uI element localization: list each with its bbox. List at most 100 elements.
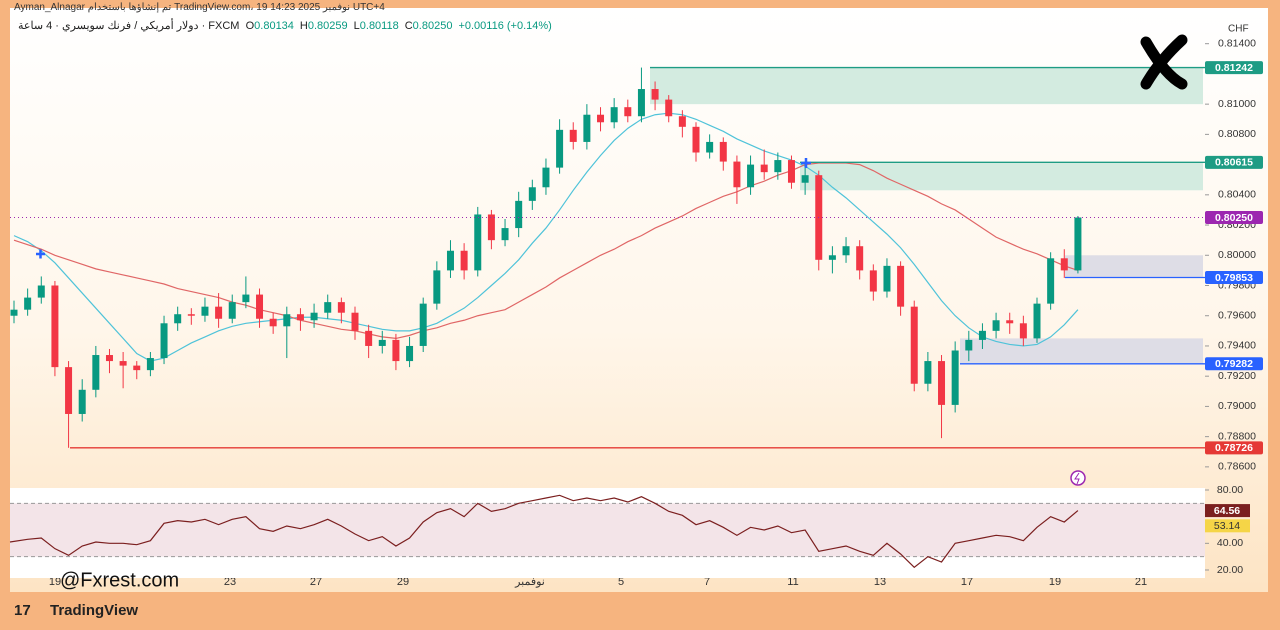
x-tick-label: 7 [704, 576, 710, 588]
rsi-line [9, 494, 1079, 569]
candle-body [569, 129, 577, 142]
created: تم إنشاؤها باستخدام TradingView.com، 19 … [87, 2, 385, 13]
x-tick-label: 11 [787, 576, 798, 588]
symbol: دولار أمريكي / فرنك سويسري · 4 ساعة · FX… [18, 20, 240, 32]
candle-body [774, 160, 782, 173]
x-tick-label: 19 [1049, 576, 1061, 588]
y-tick-label: 40.00 [1217, 537, 1243, 549]
zone [960, 338, 1203, 364]
y-tick-label: 0.80800 [1218, 128, 1256, 140]
y-tick-label: 0.79000 [1218, 400, 1256, 412]
author: Ayman_Alnagar [14, 2, 85, 13]
candle-body [474, 214, 482, 271]
candle-body [419, 303, 427, 346]
candle-body [1006, 320, 1014, 324]
candle-body [256, 294, 264, 319]
candle-body [337, 302, 345, 313]
event-icon[interactable] [1070, 470, 1086, 486]
candle-body [310, 312, 318, 321]
rsi-label: 64.56 [1214, 505, 1240, 517]
event-icon-bolt [1074, 472, 1080, 485]
candle-body [378, 339, 386, 346]
candle-body [719, 141, 727, 162]
candle-body [201, 306, 209, 316]
candle-body [1047, 258, 1055, 304]
candle-body [1060, 258, 1068, 271]
candle-body [392, 339, 400, 362]
candle-body [242, 294, 250, 303]
brand-logo [1140, 34, 1188, 90]
candle-body [965, 339, 973, 351]
y-tick-label: 80.00 [1217, 484, 1243, 496]
x-tick-label: 21 [1135, 576, 1147, 588]
candle-body [174, 314, 182, 324]
currency: CHF [1228, 24, 1249, 35]
y-tick-label: 0.79400 [1218, 340, 1256, 352]
candle-body [228, 302, 236, 319]
zone [650, 67, 1203, 105]
y-tick-label: 0.78800 [1218, 430, 1256, 442]
signal-marker [36, 158, 811, 259]
candle-body [733, 161, 741, 188]
price-label-box [1205, 441, 1263, 455]
x-tick-label: 5 [618, 576, 624, 588]
candle-body [296, 314, 304, 321]
candle-body [215, 306, 223, 319]
logo-stroke [1140, 36, 1188, 90]
header-symbol: دولار أمريكي / فرنك سويسري · 4 ساعة · FX… [18, 19, 558, 32]
ohlc-letter: L [353, 20, 360, 32]
header-meta: Ayman_Alnagar تم إنشاؤها باستخدام Tradin… [14, 2, 385, 13]
zone [1065, 255, 1203, 278]
change: +0.00116 (+0.14%) [458, 20, 552, 32]
candle-body [528, 187, 536, 201]
candle-body [747, 164, 755, 188]
x-tick-label: 19 [49, 576, 61, 588]
y-tick-label: 0.80000 [1218, 249, 1256, 261]
price-label-box [1205, 210, 1263, 224]
candle-body [706, 141, 714, 153]
candle-body [869, 270, 877, 292]
zone [800, 162, 1203, 191]
candle-body [187, 314, 195, 316]
ohlc-letter: O [245, 20, 255, 32]
price-label-box [1205, 270, 1263, 284]
candle-body [283, 314, 291, 327]
candle-body [146, 358, 154, 371]
ohlc-value: 0.80259 [307, 20, 348, 32]
candle-body [515, 200, 523, 229]
price-label: 0.80250 [1215, 212, 1253, 224]
candle-body [856, 246, 864, 271]
candle-body [406, 345, 414, 362]
candle-body [433, 270, 441, 304]
candle-body [460, 250, 468, 271]
x-tick-label: 29 [397, 576, 409, 588]
price-label-box [1205, 61, 1263, 75]
ohlc-value: 0.80118 [359, 20, 399, 32]
price-label: 0.80615 [1215, 157, 1253, 169]
candle-body [37, 285, 45, 298]
candle-body [583, 114, 591, 142]
candle-body [133, 365, 141, 371]
y-tick-label: 20.00 [1217, 564, 1243, 576]
price-label: 0.81242 [1215, 62, 1253, 74]
price-label-box [1205, 357, 1263, 371]
candle-body [787, 160, 795, 183]
candle-body [24, 297, 32, 310]
x-tick-label: نوفمبر [514, 576, 545, 588]
brand: TradingView [50, 602, 138, 619]
candle-body [65, 367, 73, 414]
candle-body [760, 164, 768, 173]
watermark: @Fxrest.com [60, 569, 179, 591]
candle-body [801, 175, 809, 183]
candle-body [542, 167, 550, 188]
candle-body [978, 330, 986, 340]
candle-body [924, 361, 932, 384]
candle-body [597, 114, 605, 123]
rsi-ma-label-box [1205, 519, 1250, 533]
y-tick-label: 0.79600 [1218, 310, 1256, 322]
candle-body [501, 228, 509, 241]
candle-body [828, 255, 836, 260]
candle-body [119, 361, 127, 366]
